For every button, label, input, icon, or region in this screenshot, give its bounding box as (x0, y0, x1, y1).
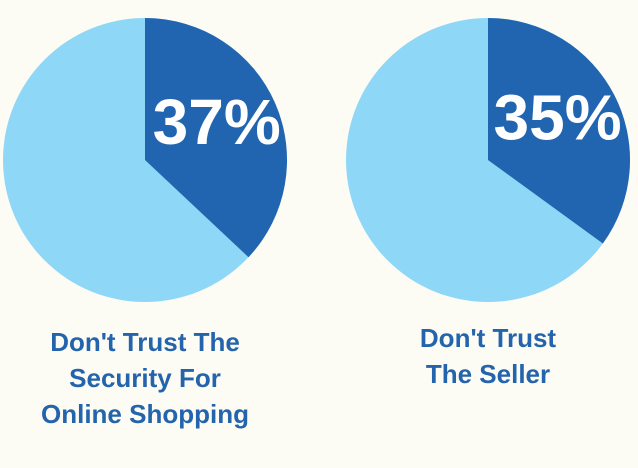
chart-title: Don't Trust The (50, 327, 240, 357)
pie-slice (488, 18, 630, 244)
value-label: 35% (494, 81, 622, 153)
chart-title: The Seller (426, 359, 550, 389)
value-label: 37% (153, 86, 281, 158)
pie-slice (145, 18, 287, 258)
chart-title: Don't Trust (420, 323, 557, 353)
chart-title: Security For (69, 363, 221, 393)
chart-title: Online Shopping (41, 399, 249, 429)
